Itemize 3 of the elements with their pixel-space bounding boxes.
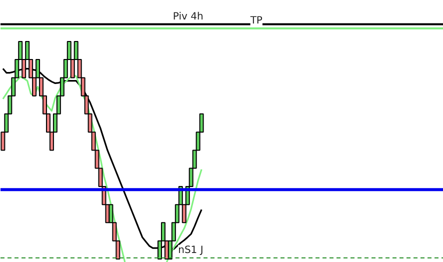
ref-line-label: Piv 4h (172, 11, 204, 22)
ref-line-label: TP (249, 15, 262, 26)
ref-line-label: nS1 J (178, 244, 204, 256)
